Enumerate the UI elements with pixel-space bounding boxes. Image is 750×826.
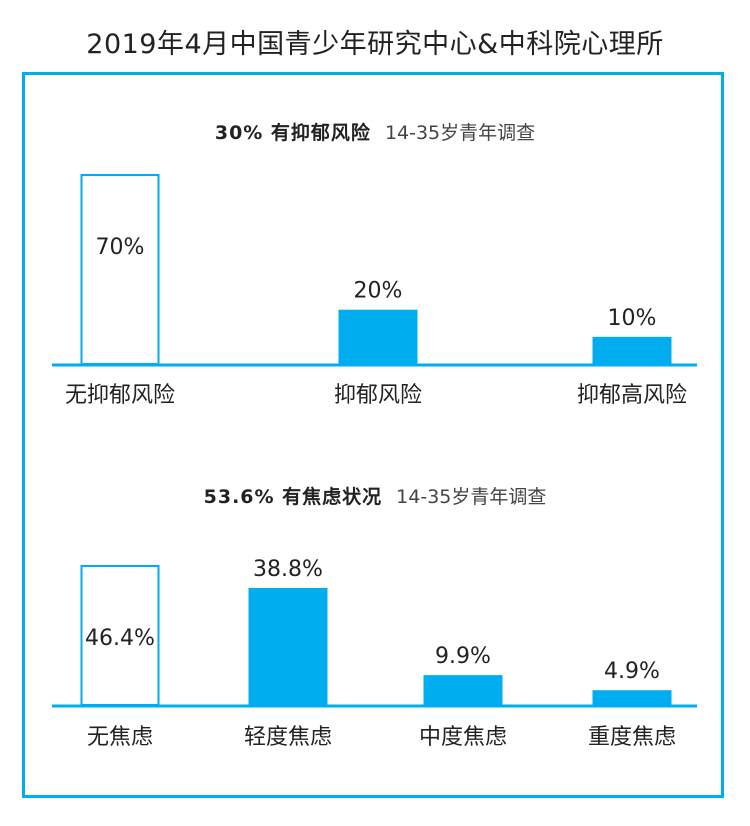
chart-1-category-label-2: 抑郁风险 xyxy=(334,383,422,408)
chart-1-subtitle: 14-35岁青年调查 xyxy=(384,122,536,144)
chart-2-subtitle: 14-35岁青年调查 xyxy=(396,486,547,508)
chart-1-bar-3 xyxy=(592,336,672,364)
chart-2-bar-1 xyxy=(80,565,160,706)
chart-2-bar-2 xyxy=(248,587,328,705)
chart-1-bar-1 xyxy=(80,174,160,365)
chart-frame xyxy=(22,72,724,798)
chart-1-heading: 30% 有抑郁风险 14-35岁青年调查 xyxy=(0,118,750,145)
chart-1-value-label-3: 10% xyxy=(608,306,657,331)
chart-2-category-label-3: 中度焦虑 xyxy=(419,725,507,750)
chart-2-category-label-4: 重度焦虑 xyxy=(588,725,676,750)
chart-1-title: 30% 有抑郁风险 xyxy=(214,122,371,144)
chart-2-value-label-2: 38.8% xyxy=(253,557,323,582)
chart-2-title: 53.6% 有焦虑状况 xyxy=(203,486,383,508)
chart-1-category-label-1: 无抑郁风险 xyxy=(65,383,175,408)
chart-2-heading: 53.6% 有焦虑状况 14-35岁青年调查 xyxy=(0,482,750,509)
chart-1-value-label-1: 70% xyxy=(96,235,145,260)
chart-2-category-label-1: 无焦虑 xyxy=(87,725,153,750)
chart-1-value-label-2: 20% xyxy=(354,279,403,304)
chart-2-value-label-4: 4.9% xyxy=(604,659,660,684)
chart-1-bar-2 xyxy=(338,309,418,364)
chart-2-value-label-1: 46.4% xyxy=(85,626,155,651)
chart-2-value-label-3: 9.9% xyxy=(435,644,491,669)
chart-2-bar-3 xyxy=(423,675,503,705)
chart-2-bar-4 xyxy=(592,690,672,705)
chart-1-category-label-3: 抑郁高风险 xyxy=(577,383,687,408)
page-title: 2019年4月中国青少年研究中心&中科院心理所 xyxy=(86,29,664,60)
chart-2-category-label-2: 轻度焦虑 xyxy=(244,725,332,750)
